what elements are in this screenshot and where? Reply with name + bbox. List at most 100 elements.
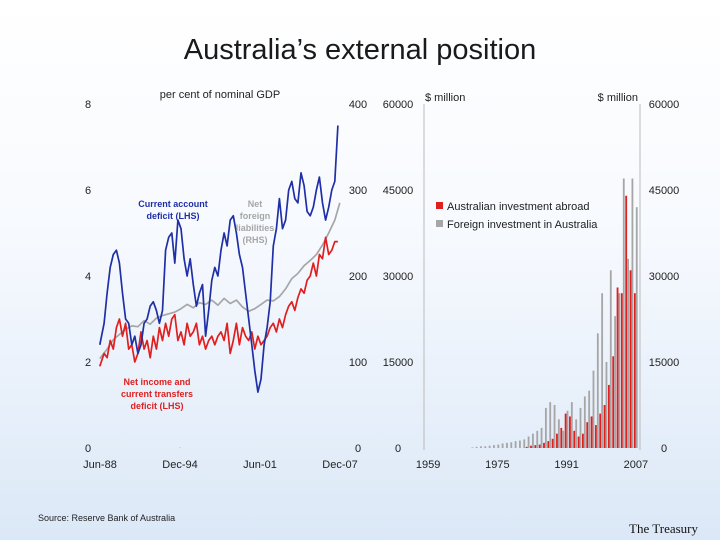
left-chart-left-axis: 0 2 4 6 8 [85,99,91,455]
right-chart-right-tick-label: 45000 [649,185,680,197]
bar-red [564,413,567,448]
left-chart-right-axis: 0 100 200 300 400 [349,99,367,455]
bar-grey [566,410,569,448]
left-chart-left-tick-label: 2 [85,357,91,369]
bar-red [594,425,597,448]
legend-swatch-red [436,202,443,209]
right-chart-x-tick-label: 1959 [416,459,440,471]
left-chart-x-tick-label: Dec-94 [162,459,197,471]
bar-grey [536,430,539,448]
series-line-grey [99,202,341,360]
bar-grey [570,402,573,448]
bar-grey [471,447,474,448]
right-chart-left-tick-label: 45000 [383,185,414,197]
right-chart-right-tick-label: 60000 [649,99,680,111]
bar-red [556,433,558,448]
left-chart-x-tick-label: Dec-07 [322,459,357,471]
bar-grey [605,362,608,448]
bar-grey [592,370,595,448]
left-chart-right-tick-label: 0 [355,443,361,455]
legend-entry: Foreign investment in Australia [447,219,598,231]
bar-grey [579,407,582,448]
bar-grey [532,433,534,448]
left-chart-left-tick-label: 4 [85,271,91,283]
bar-grey [549,402,552,448]
legend-swatch-grey [436,220,443,227]
bar-grey [553,405,556,448]
bar-red [586,422,589,448]
bar-grey [562,430,565,448]
bar-red [612,356,615,448]
right-chart-left-tick-label: 60000 [383,99,414,111]
bar-grey [609,270,612,448]
bar-red [607,384,610,448]
bar-grey [493,445,495,448]
brand-label: The Treasury [629,521,698,536]
bar-red [625,195,628,448]
right-chart-left-tick-label: 0 [395,443,401,455]
left-chart-annotations: Current account deficit (LHS) Net foreign li… [121,199,274,411]
bar-grey [614,316,617,448]
right-chart-right-tick-label: 0 [661,443,667,455]
left-chart-right-tick-label: 100 [349,357,367,369]
bar-grey [523,439,526,448]
bar-red [590,416,593,448]
bar-grey [484,446,487,448]
bar-grey [501,443,504,448]
right-chart-right-axis: 0 15000 30000 45000 60000 [649,99,680,455]
annotation-net-foreign-liabilities: foreign [240,211,271,221]
left-chart-right-tick-label: 300 [349,185,367,197]
bar-grey [544,407,547,448]
right-chart-x-axis: 1959 1975 1991 2007 [416,459,648,471]
bar-red [525,446,528,448]
right-chart-left-axis: 0 15000 30000 45000 60000 [383,99,414,455]
bar-red [629,270,632,448]
bar-grey [475,446,478,448]
right-chart-right-tick-label: 30000 [649,271,680,283]
left-chart-left-tick-label: 6 [85,185,91,197]
bar-grey [557,419,560,448]
left-chart-x-tick-label: Jun-01 [243,459,277,471]
bar-grey [631,178,634,448]
left-chart-x-tick-label: Jun-88 [83,459,117,471]
bar-grey [514,441,517,448]
right-chart-x-tick-label: 2007 [624,459,648,471]
bar-grey [527,436,530,448]
bar-grey [618,293,621,448]
bar-red [551,438,554,448]
left-chart-series [98,125,341,393]
bar-grey [510,442,513,448]
bar-red [599,413,602,448]
right-chart-bars [471,178,638,448]
bar-red [543,442,545,448]
bar-grey [627,258,629,448]
slide-title: Australia’s external position [183,34,537,66]
annotation-net-foreign-liabilities: Net [248,199,263,209]
bar-grey [480,446,482,448]
right-chart-x-tick-label: 1991 [554,459,578,471]
left-chart-title: per cent of nominal GDP [160,89,280,101]
right-chart-left-tick-label: 30000 [383,271,414,283]
bar-grey [540,427,543,448]
annotation-current-account: deficit (LHS) [147,211,200,221]
bar-red [582,433,584,448]
bar-grey [601,293,604,448]
annotation-net-income: deficit (LHS) [131,401,184,411]
series-line-red [98,236,338,367]
bar-red [577,436,580,448]
bar-red [569,416,571,448]
left-chart-right-tick-label: 200 [349,271,367,283]
right-chart-left-tick-label: 15000 [383,357,414,369]
bar-red [538,444,541,448]
left-chart-left-tick-label: 0 [85,443,91,455]
bar-red [616,287,619,448]
annotation-net-income: Net income and [123,377,190,387]
source-note: Source: Reserve Bank of Australia [38,513,176,523]
left-chart-x-tick-mark: . [179,444,181,450]
bar-grey [596,333,599,448]
right-chart-x-tick-label: 1975 [485,459,509,471]
bar-grey [575,419,578,448]
left-chart-right-tick-label: 400 [349,99,367,111]
annotation-current-account: Current account [138,199,208,209]
right-chart-legend: Australian investment abroad Foreign inve… [436,201,598,231]
